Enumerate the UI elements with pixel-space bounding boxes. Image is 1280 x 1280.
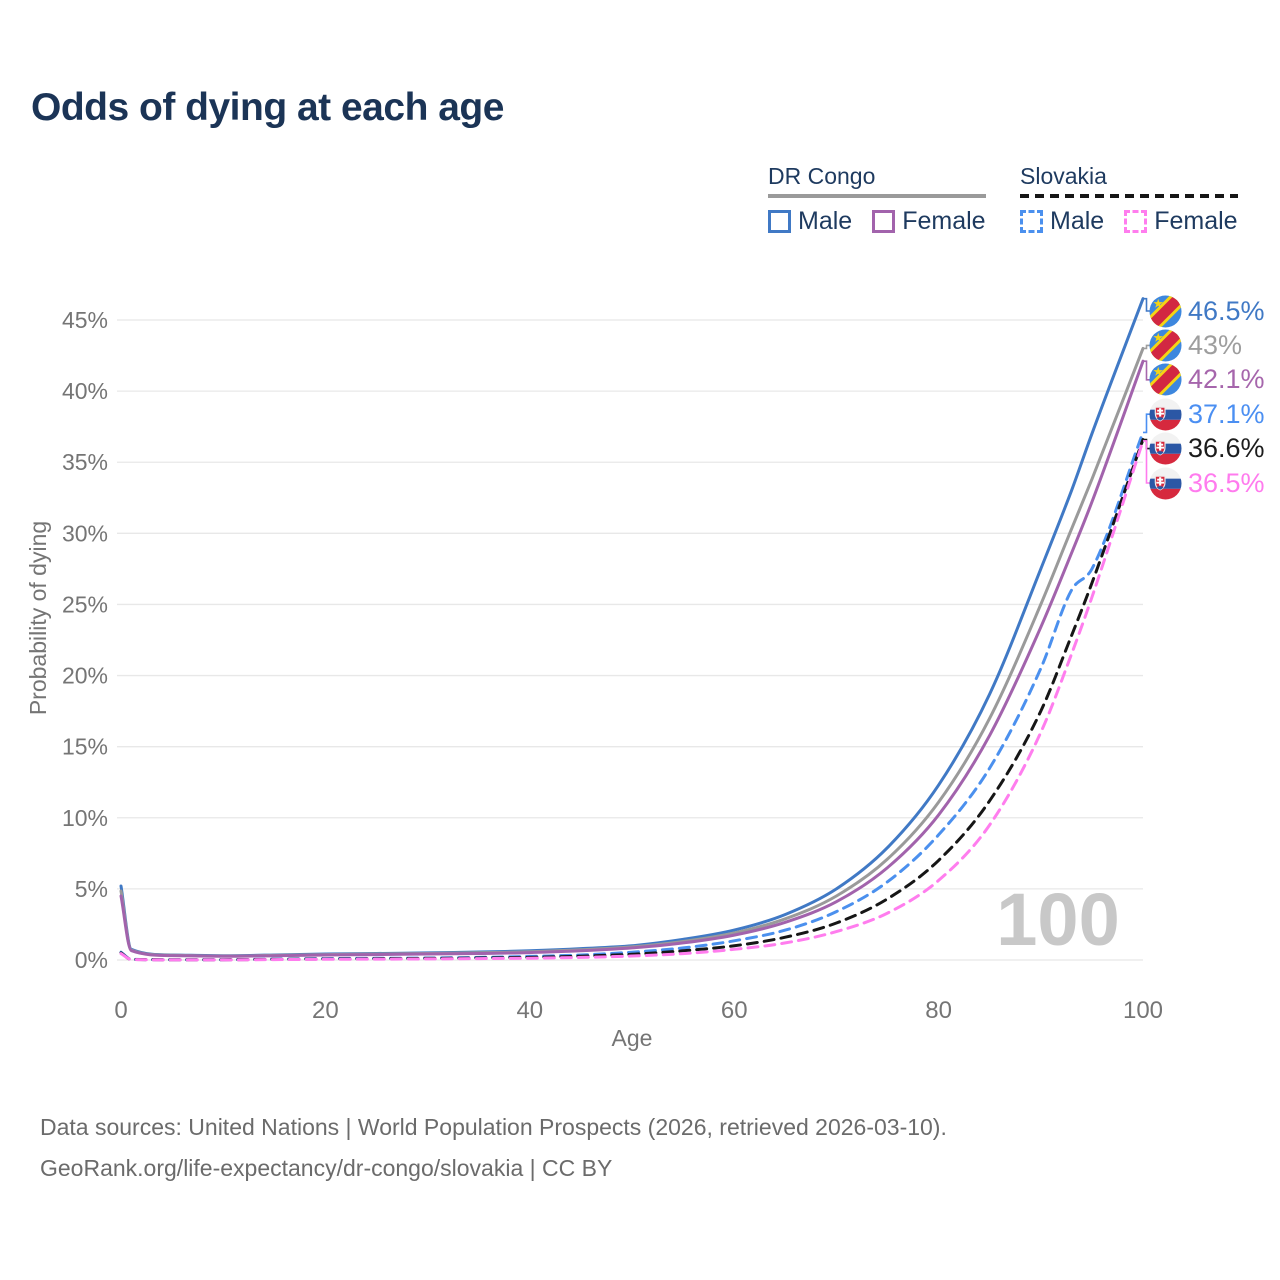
end-label-connector-slovakia-male — [1143, 413, 1150, 434]
end-label-value: 37.1% — [1188, 398, 1265, 429]
legend-underline-dr-congo-solid — [768, 194, 986, 198]
y-tick-label-5%: 5% — [75, 876, 108, 902]
end-label-value: 46.5% — [1188, 295, 1265, 326]
y-tick-label-0%: 0% — [75, 947, 108, 973]
y-tick-label-25%: 25% — [62, 591, 108, 617]
legend-item-label-slovakia-male: Male — [1050, 207, 1105, 235]
legend-item-label-dr-congo-male: Male — [798, 207, 853, 235]
series-line-dr-congo-male — [119, 297, 1145, 958]
x-tick-label-20: 20 — [312, 997, 339, 1024]
end-label-value: 36.6% — [1188, 433, 1265, 464]
y-tick-label-20%: 20% — [62, 663, 108, 689]
legend-item-dr-congo-female[interactable]: Female — [872, 207, 986, 236]
series-line-slovakia — [119, 438, 1145, 962]
end-label-connector-dr-congo-male — [1143, 297, 1150, 312]
x-axis-title: Age — [612, 1025, 653, 1051]
flag-dr-congo-icon — [1149, 363, 1182, 396]
checkbox-dr-congo-female[interactable] — [872, 210, 896, 233]
y-tick-label-30%: 30% — [62, 520, 108, 546]
end-label-value: 43% — [1188, 329, 1243, 360]
watermark-age-100: 100 — [996, 878, 1119, 961]
end-label-value: 42.1% — [1188, 364, 1265, 395]
legend-item-label-slovakia-female: Female — [1154, 207, 1238, 235]
x-tick-label-80: 80 — [925, 997, 952, 1024]
legend-underline-slovakia-dashed — [1020, 194, 1238, 198]
end-label-slovakia: 36.6% — [1149, 432, 1265, 465]
x-tick-label-40: 40 — [516, 997, 543, 1024]
end-label-slovakia-male: 37.1% — [1149, 398, 1265, 431]
end-label-connector-dr-congo — [1143, 344, 1150, 350]
checkbox-dr-congo-male[interactable] — [768, 210, 791, 233]
legend-item-dr-congo-male[interactable]: Male — [768, 207, 852, 236]
end-label-dr-congo-male: 46.5% — [1149, 294, 1265, 328]
end-label-connector-slovakia-female — [1143, 440, 1150, 484]
legend-group-dr-congo: DR Congo Male Female — [768, 163, 986, 236]
end-label-connector-dr-congo-female — [1143, 360, 1150, 381]
series-line-dr-congo-female — [119, 359, 1145, 958]
legend-items-dr-congo: Male Female — [768, 207, 986, 236]
flag-slovakia-icon — [1149, 432, 1182, 465]
source-text: Data sources: United Nations | World Pop… — [40, 1107, 947, 1189]
end-label-dr-congo: 43% — [1149, 329, 1242, 362]
end-label-dr-congo-female: 42.1% — [1149, 363, 1265, 396]
y-tick-label-15%: 15% — [62, 734, 108, 760]
series-line-slovakia-female — [119, 439, 1145, 962]
x-tick-label-100: 100 — [1123, 997, 1163, 1024]
y-tick-label-40%: 40% — [62, 378, 108, 404]
x-tick-label-60: 60 — [721, 997, 748, 1024]
legend-item-label-dr-congo-female: Female — [902, 207, 986, 235]
legend-items-slovakia: Male Female — [1020, 207, 1238, 236]
legend-item-slovakia-male[interactable]: Male — [1020, 207, 1104, 236]
series-line-dr-congo — [119, 346, 1145, 958]
chart-title: Odds of dying at each age — [31, 86, 504, 129]
source-line-1: Data sources: United Nations | World Pop… — [40, 1114, 947, 1140]
flag-slovakia-icon — [1149, 398, 1182, 431]
x-tick-label-0: 0 — [114, 997, 127, 1024]
end-label-value: 36.5% — [1188, 467, 1265, 498]
flag-dr-congo-icon — [1149, 329, 1182, 362]
legend-group-label-dr-congo: DR Congo — [768, 163, 876, 189]
flag-slovakia-icon — [1149, 466, 1182, 500]
y-tick-label-35%: 35% — [62, 449, 108, 475]
legend-item-slovakia-female[interactable]: Female — [1124, 207, 1238, 236]
y-tick-label-45%: 45% — [62, 307, 108, 333]
checkbox-slovakia-male[interactable] — [1020, 210, 1043, 233]
y-axis-title: Probability of dying — [25, 521, 51, 715]
legend-group-slovakia: Slovakia Male Female — [1020, 163, 1238, 236]
flag-dr-congo-icon — [1149, 294, 1182, 328]
legend-group-label-slovakia: Slovakia — [1020, 163, 1107, 189]
end-label-slovakia-female: 36.5% — [1149, 466, 1265, 500]
checkbox-slovakia-female[interactable] — [1124, 210, 1148, 233]
y-tick-label-10%: 10% — [62, 805, 108, 831]
legend: DR Congo Male Female Slovakia Male — [768, 163, 1268, 243]
source-line-2: GeoRank.org/life-expectancy/dr-congo/slo… — [40, 1155, 613, 1181]
